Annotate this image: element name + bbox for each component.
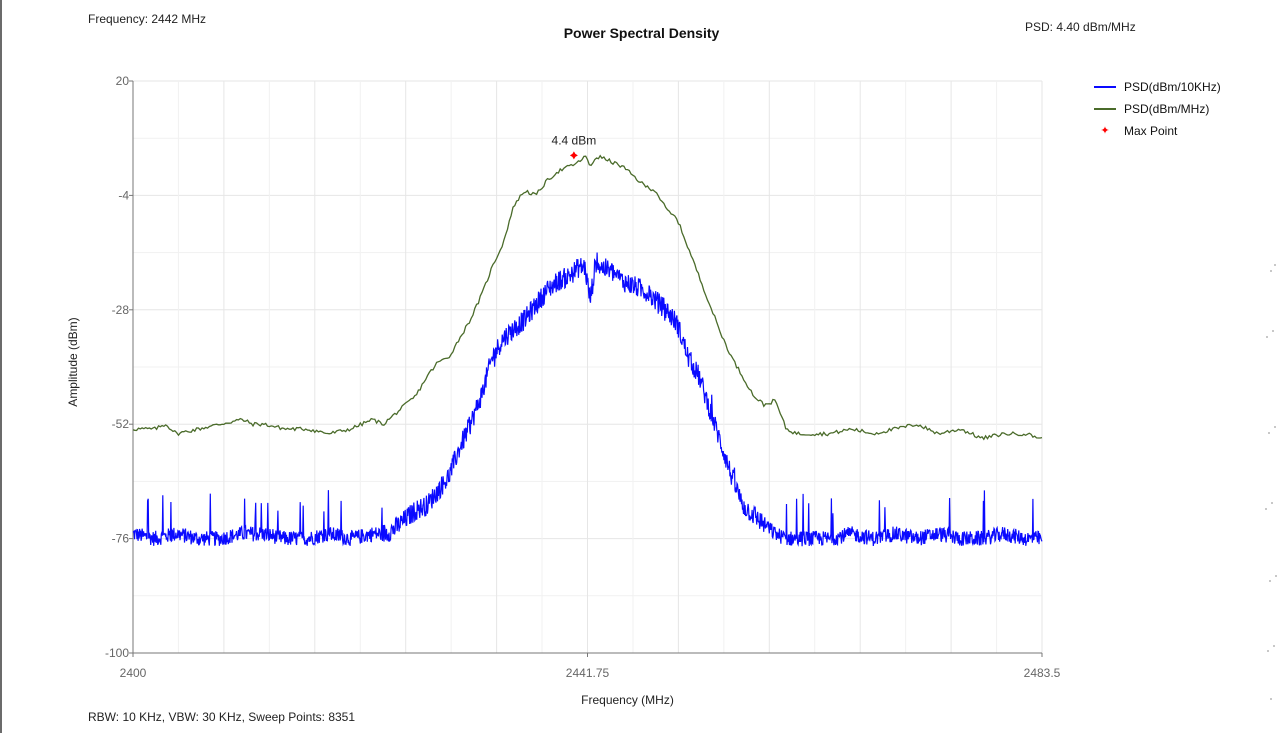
legend-swatch-psd-mhz — [1094, 108, 1116, 110]
legend-item-psd-10khz[interactable]: PSD(dBm/10KHz) — [1094, 76, 1221, 98]
max-point-label: 4.4 dBm — [552, 133, 597, 147]
edge-dot — [1268, 432, 1270, 434]
edge-dot — [1270, 698, 1272, 700]
edge-dot — [1274, 264, 1276, 266]
y-tick-label: -52 — [112, 417, 130, 431]
y-tick-label: -4 — [118, 188, 129, 202]
edge-dot — [1266, 336, 1268, 338]
y-axis-title: Amplitude (dBm) — [66, 317, 80, 406]
y-tick-label: 20 — [116, 74, 130, 88]
edge-dot — [1273, 645, 1275, 647]
edge-dot — [1265, 508, 1267, 510]
y-tick-label: -100 — [105, 646, 129, 660]
edge-dot — [1267, 650, 1269, 652]
right-edge-decoration — [1262, 250, 1280, 730]
x-tick-label: 2483.5 — [1024, 666, 1061, 680]
edge-dot — [1272, 330, 1274, 332]
x-axis-title: Frequency (MHz) — [581, 693, 674, 707]
edge-dot — [1274, 426, 1276, 428]
x-tick-label: 2400 — [120, 666, 147, 680]
legend-label-psd-10khz: PSD(dBm/10KHz) — [1124, 80, 1221, 94]
legend-label-max-point: Max Point — [1124, 124, 1177, 138]
legend: PSD(dBm/10KHz) PSD(dBm/MHz) ✦ Max Point — [1094, 76, 1221, 142]
legend-item-max-point[interactable]: ✦ Max Point — [1094, 120, 1221, 142]
legend-swatch-psd-10khz — [1094, 86, 1116, 88]
legend-label-psd-mhz: PSD(dBm/MHz) — [1124, 102, 1209, 116]
x-tick-label: 2441.75 — [566, 666, 610, 680]
edge-dot — [1270, 270, 1272, 272]
edge-dot — [1275, 575, 1277, 577]
edge-dot — [1269, 580, 1271, 582]
max-point-marker — [570, 151, 578, 159]
edge-dot — [1271, 502, 1273, 504]
legend-item-psd-mhz[interactable]: PSD(dBm/MHz) — [1094, 98, 1221, 120]
max-point-marker-icon: ✦ — [1094, 125, 1116, 137]
y-tick-label: -28 — [112, 303, 130, 317]
sweep-settings-readout: RBW: 10 KHz, VBW: 30 KHz, Sweep Points: … — [88, 710, 355, 724]
y-tick-label: -76 — [112, 532, 130, 546]
